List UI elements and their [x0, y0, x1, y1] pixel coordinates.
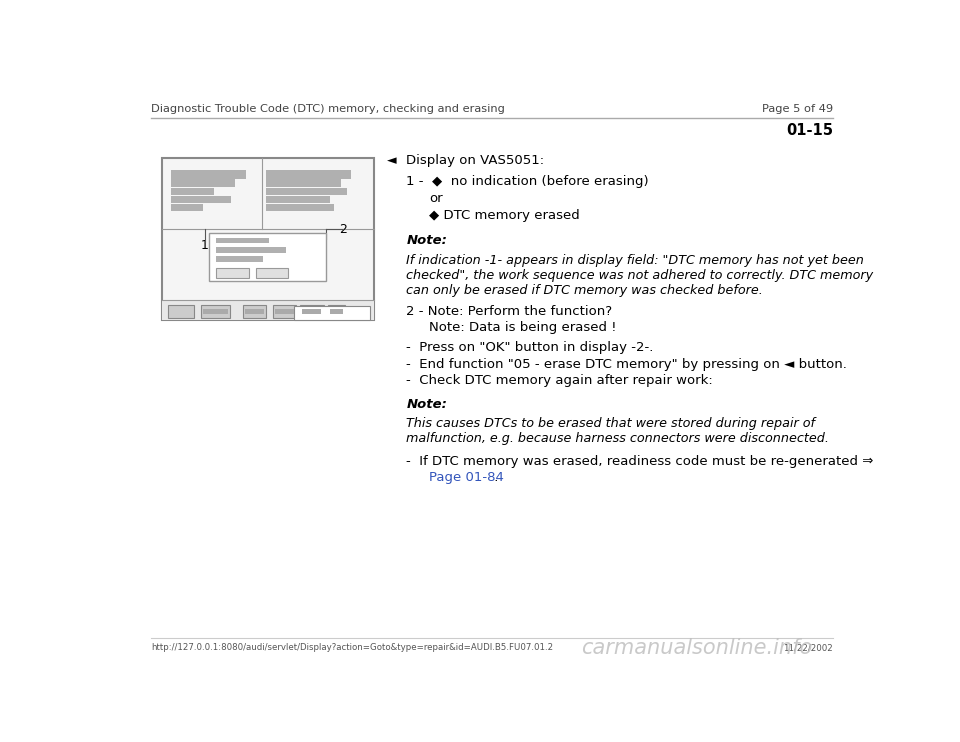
Bar: [162, 300, 374, 321]
Bar: [217, 237, 269, 243]
Text: A97-0320: A97-0320: [310, 309, 354, 318]
Bar: [217, 247, 286, 253]
Text: Display on VAS5051:: Display on VAS5051:: [406, 154, 544, 167]
Bar: [217, 268, 250, 278]
Bar: [171, 180, 235, 187]
Text: ◆ DTC memory erased: ◆ DTC memory erased: [429, 209, 580, 223]
Text: Page 5 of 49: Page 5 of 49: [761, 104, 832, 114]
Text: Diagnostic Trouble Code (DTC) memory, checking and erasing: Diagnostic Trouble Code (DTC) memory, ch…: [152, 104, 505, 114]
Bar: [171, 188, 214, 195]
Bar: [168, 305, 194, 318]
Text: Note:: Note:: [406, 234, 447, 247]
Bar: [209, 232, 325, 281]
Bar: [255, 268, 288, 278]
Text: 2 - Note: Perform the function?: 2 - Note: Perform the function?: [406, 306, 612, 318]
Bar: [243, 305, 266, 318]
Bar: [162, 157, 374, 321]
Bar: [201, 305, 230, 318]
Text: If indication -1- appears in display field: "DTC memory has not yet been: If indication -1- appears in display fie…: [406, 254, 864, 267]
Bar: [266, 180, 341, 187]
Bar: [171, 204, 204, 211]
Text: or: or: [429, 192, 443, 206]
Text: 1: 1: [201, 239, 208, 252]
Text: Note:: Note:: [406, 398, 447, 411]
Bar: [294, 306, 371, 321]
Text: -  Check DTC memory again after repair work:: - Check DTC memory again after repair wo…: [406, 374, 713, 387]
Bar: [273, 305, 296, 318]
Text: .: .: [490, 471, 498, 484]
Text: carmanualsonline.info: carmanualsonline.info: [581, 638, 812, 658]
Text: 1 -  ◆  no indication (before erasing): 1 - ◆ no indication (before erasing): [406, 175, 649, 188]
Text: 2: 2: [339, 223, 347, 236]
Bar: [327, 305, 345, 318]
Text: can only be erased if DTC memory was checked before.: can only be erased if DTC memory was che…: [406, 283, 763, 297]
Text: 11/22/2002: 11/22/2002: [783, 643, 832, 652]
Bar: [245, 309, 264, 314]
Bar: [266, 188, 347, 195]
Text: http://127.0.0.1:8080/audi/servlet/Display?action=Goto&type=repair&id=AUDI.B5.FU: http://127.0.0.1:8080/audi/servlet/Displ…: [152, 643, 553, 652]
Text: malfunction, e.g. because harness connectors were disconnected.: malfunction, e.g. because harness connec…: [406, 432, 829, 445]
Bar: [266, 170, 351, 179]
Text: checked", the work sequence was not adhered to correctly. DTC memory: checked", the work sequence was not adhe…: [406, 269, 874, 282]
Bar: [171, 170, 246, 179]
Text: Page 01-84: Page 01-84: [429, 471, 504, 484]
Text: ◄: ◄: [387, 154, 396, 167]
Bar: [217, 256, 263, 262]
Text: -  End function "05 - erase DTC memory" by pressing on ◄ button.: - End function "05 - erase DTC memory" b…: [406, 358, 848, 371]
Bar: [266, 204, 334, 211]
Bar: [300, 305, 324, 318]
Bar: [275, 309, 294, 314]
Bar: [171, 196, 230, 203]
Bar: [266, 196, 330, 203]
Text: 01-15: 01-15: [785, 122, 832, 138]
Bar: [330, 309, 343, 314]
Bar: [302, 309, 322, 314]
Text: ◄: ◄: [178, 306, 185, 316]
Text: -  If DTC memory was erased, readiness code must be re-generated ⇒: - If DTC memory was erased, readiness co…: [406, 455, 874, 468]
Text: This causes DTCs to be erased that were stored during repair of: This causes DTCs to be erased that were …: [406, 417, 815, 430]
Text: Note: Data is being erased !: Note: Data is being erased !: [429, 321, 616, 335]
Bar: [203, 309, 228, 314]
Text: -  Press on "OK" button in display -2-.: - Press on "OK" button in display -2-.: [406, 341, 654, 354]
